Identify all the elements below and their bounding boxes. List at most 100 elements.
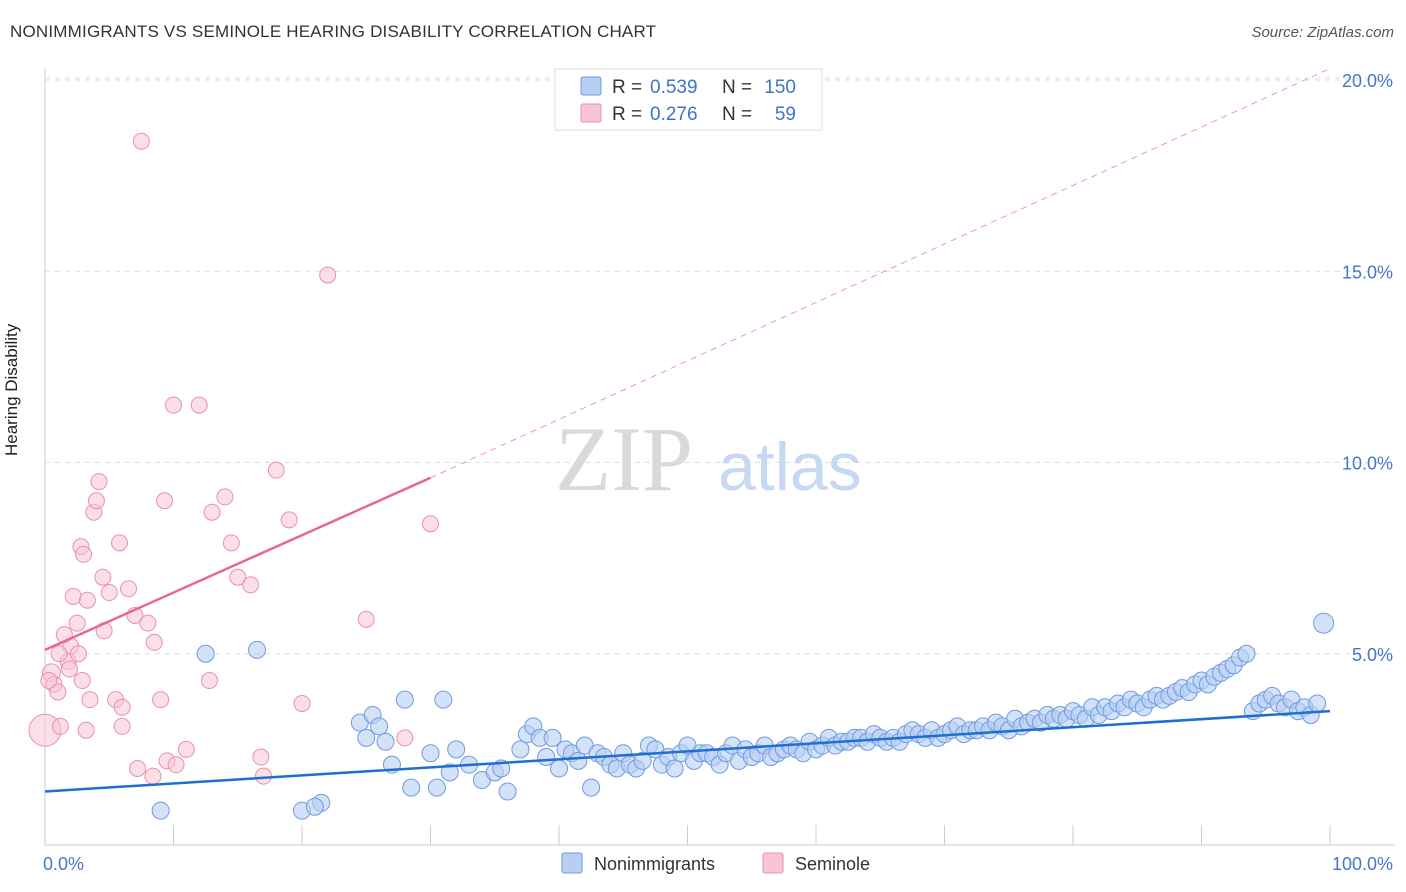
grid-layer (45, 77, 1395, 655)
bottom-legend-swatch-nonimmigrants (561, 852, 583, 874)
seminole-point (68, 614, 86, 632)
nonimmigrants-point (1313, 612, 1335, 634)
trendlines (44, 68, 1331, 793)
nonimmigrants-point (357, 728, 376, 747)
nonimmigrants-point (421, 744, 440, 763)
nonimmigrants-point (665, 759, 684, 778)
nonimmigrants-point (633, 751, 652, 770)
seminole-point (75, 545, 93, 563)
nonimmigrants-point (582, 778, 601, 797)
seminole-point (144, 767, 162, 785)
nonimmigrants-points (151, 612, 1335, 820)
legend-r-value-1: 0.539 (650, 77, 698, 98)
watermark-zip: ZIP (555, 408, 693, 510)
legend-n-label-2: N = (722, 104, 752, 125)
seminole-point (129, 760, 147, 777)
seminole-point (77, 721, 95, 739)
seminole-point (51, 717, 69, 735)
seminole-trendline-1 (44, 476, 432, 652)
seminole-point (40, 672, 58, 690)
bottom-legend-nonimmigrants: Nonimmigrants (594, 854, 715, 874)
nonimmigrants-point (434, 690, 453, 709)
seminole-point (254, 767, 272, 785)
nonimmigrants-point (305, 797, 324, 816)
seminole-point (200, 672, 218, 690)
y-tick-label-3: 20.0% (1342, 71, 1393, 91)
seminole-point (229, 568, 247, 586)
watermark: ZIP atlas (555, 408, 862, 510)
seminole-point (216, 488, 234, 506)
seminole-points (28, 132, 439, 785)
seminole-point (242, 576, 260, 594)
chart-source: Source: ZipAtlas.com (1251, 24, 1394, 41)
nonimmigrants-point (427, 778, 446, 797)
seminole-point (319, 266, 337, 284)
y-tick-label-2: 15.0% (1342, 262, 1393, 282)
seminole-point (132, 132, 150, 150)
chart-title: NONIMMIGRANTS VS SEMINOLE HEARING DISABI… (10, 22, 657, 41)
nonimmigrants-point (550, 759, 568, 778)
tick-labels: 5.0% 10.0% 15.0% 20.0% 0.0% 100.0% (43, 71, 1393, 874)
seminole-point (113, 698, 131, 716)
bottom-legend-seminole: Seminole (795, 854, 870, 874)
seminole-point (152, 691, 170, 709)
nonimmigrants-point (498, 782, 517, 801)
legend-n-value-1: 150 (764, 77, 796, 98)
legend-r-label-1: R = (612, 77, 642, 98)
y-tick-label-1: 10.0% (1342, 454, 1393, 474)
seminole-point (280, 511, 298, 529)
nonimmigrants-point (447, 740, 466, 759)
nonimmigrants-point (248, 640, 267, 659)
nonimmigrants-point (569, 751, 588, 770)
seminole-point (73, 672, 91, 690)
seminole-point (145, 633, 163, 651)
seminole-point (90, 473, 108, 491)
legend-r-value-2: 0.276 (650, 104, 698, 125)
seminole-point (167, 756, 185, 774)
legend-r-label-2: R = (612, 104, 642, 125)
nonimmigrants-point (395, 690, 414, 709)
x-tick-label-0: 0.0% (43, 854, 84, 874)
seminole-point (177, 740, 195, 758)
seminole-point (139, 614, 157, 632)
seminole-point (49, 683, 67, 701)
seminole-point (113, 717, 131, 735)
nonimmigrants-point (402, 778, 421, 797)
watermark-atlas: atlas (718, 429, 862, 505)
seminole-point (60, 660, 78, 678)
x-tick-label-1: 100.0% (1332, 854, 1393, 874)
legend-n-value-2: 59 (775, 104, 796, 125)
seminole-point (64, 587, 82, 605)
seminole-point (203, 503, 221, 521)
seminole-point (69, 645, 87, 663)
seminole-point (78, 591, 96, 609)
seminole-point (267, 461, 285, 479)
seminole-point (396, 729, 414, 747)
nonimmigrants-point (440, 763, 459, 782)
seminole-point (100, 584, 118, 602)
seminole-point (87, 492, 105, 510)
legend-n-label-1: N = (722, 77, 752, 98)
seminole-point (94, 568, 112, 586)
nonimmigrants-point (511, 740, 530, 759)
nonimmigrants-point (196, 644, 215, 663)
seminole-point (190, 396, 208, 414)
seminole-point (156, 492, 174, 510)
seminole-point (111, 534, 129, 552)
seminole-point (120, 580, 138, 598)
seminole-point (81, 691, 99, 709)
y-tick-label-0: 5.0% (1352, 645, 1393, 665)
seminole-point (252, 748, 270, 766)
nonimmigrants-point (376, 732, 395, 751)
bottom-legend-swatch-seminole (762, 852, 784, 874)
seminole-point (50, 645, 68, 663)
seminole-point (222, 534, 240, 552)
legend-swatch-seminole (580, 103, 602, 123)
seminole-point (165, 396, 182, 414)
legend-swatch-nonimmigrants (580, 76, 602, 96)
nonimmigrants-point (543, 728, 562, 747)
nonimmigrants-point (1237, 644, 1256, 663)
nonimmigrants-trendline-0 (44, 709, 1331, 793)
legend-box: R = 0.539 N = 150 R = 0.276 N = 59 (554, 68, 823, 131)
